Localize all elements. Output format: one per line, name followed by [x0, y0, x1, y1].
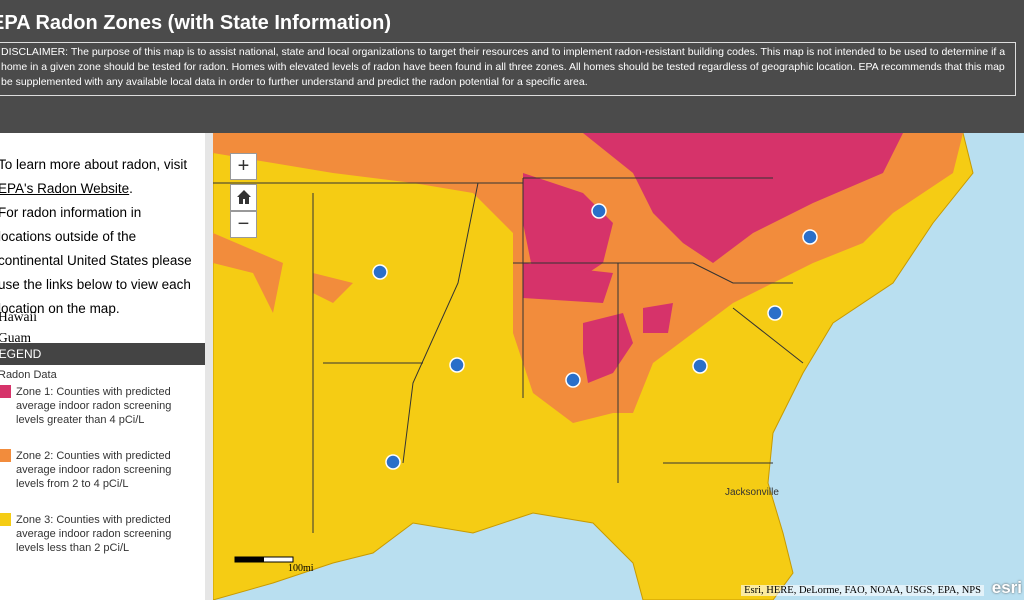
zone1-area — [523, 263, 673, 383]
scale-label: 100mi — [288, 563, 314, 574]
zone1-area — [523, 173, 613, 283]
scale-bar — [234, 556, 294, 563]
location-link[interactable]: Hawaii — [0, 309, 37, 324]
info-marker[interactable] — [767, 305, 783, 321]
info-marker[interactable] — [591, 203, 607, 219]
home-icon — [236, 190, 251, 204]
zone1-area — [583, 133, 903, 263]
info-marker[interactable] — [449, 357, 465, 373]
intro-end: . — [129, 181, 133, 196]
sidebar: To learn more about radon, visit EPA's R… — [0, 133, 213, 600]
info-marker[interactable] — [385, 454, 401, 470]
markers — [234, 203, 818, 563]
attribution: Esri, HERE, DeLorme, FAO, NOAA, USGS, EP… — [741, 585, 984, 596]
esri-logo[interactable]: esri — [991, 578, 1022, 597]
legend-label: Zone 3: Counties with predicted average … — [16, 514, 172, 554]
legend-label: Zone 2: Counties with predicted average … — [16, 450, 172, 490]
header: EPA Radon Zones (with State Information)… — [0, 0, 1024, 133]
zoom-out[interactable]: − — [230, 211, 257, 238]
intro-text: To learn more about radon, visit — [0, 157, 188, 172]
legend-layer: Radon Data — [0, 369, 57, 381]
legend-swatch — [0, 385, 11, 398]
title: EPA Radon Zones (with State Information) — [0, 12, 391, 34]
info-marker[interactable] — [802, 229, 818, 245]
info-marker[interactable] — [692, 358, 708, 374]
outside-text: For radon information in locations outsi… — [0, 205, 192, 316]
zoom-in[interactable]: + — [230, 153, 257, 180]
info-marker[interactable] — [372, 264, 388, 280]
info-marker[interactable] — [565, 372, 581, 388]
legend-title: LEGEND — [0, 347, 42, 361]
disclaimer: DISCLAIMER: The purpose of this map is t… — [0, 42, 1016, 96]
legend-header: LEGEND — [0, 343, 213, 365]
map-canvas — [213, 133, 1024, 600]
radon-link[interactable]: EPA's Radon Website — [0, 181, 130, 196]
state-borders — [213, 177, 804, 533]
legend-swatch — [0, 513, 11, 526]
zone2-area — [213, 233, 353, 313]
intro: To learn more about radon, visit EPA's R… — [0, 153, 196, 201]
location-link[interactable]: Guam — [0, 330, 31, 345]
home-button[interactable] — [230, 184, 257, 211]
legend-label: Zone 1: Counties with predicted average … — [16, 386, 172, 426]
scrollbar — [205, 133, 213, 600]
legend-swatch — [0, 449, 11, 462]
map: + − 100mi Jacksonville Esri, HERE, DeLor… — [213, 133, 1024, 600]
city-label: Jacksonville — [725, 487, 779, 498]
